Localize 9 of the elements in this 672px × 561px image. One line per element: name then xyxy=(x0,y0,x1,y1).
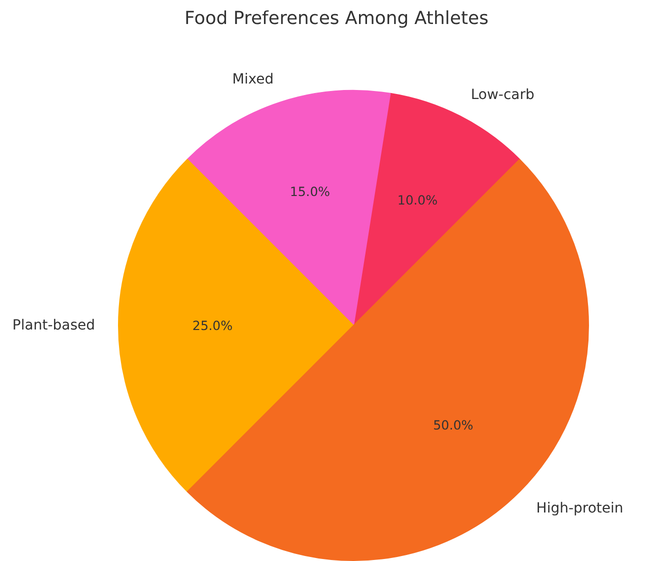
data-label: 15.0% xyxy=(290,184,330,199)
data-label: 25.0% xyxy=(192,318,233,333)
slice-label: Low-carb xyxy=(470,87,535,104)
chart-title: Food Preferences Among Athletes xyxy=(184,8,488,29)
slice-label: Mixed xyxy=(232,72,274,88)
slice-label: Plant-based xyxy=(12,318,96,334)
data-label: 50.0% xyxy=(433,418,474,433)
data-label: 10.0% xyxy=(397,192,438,208)
slice-label: High-protein xyxy=(536,500,624,516)
